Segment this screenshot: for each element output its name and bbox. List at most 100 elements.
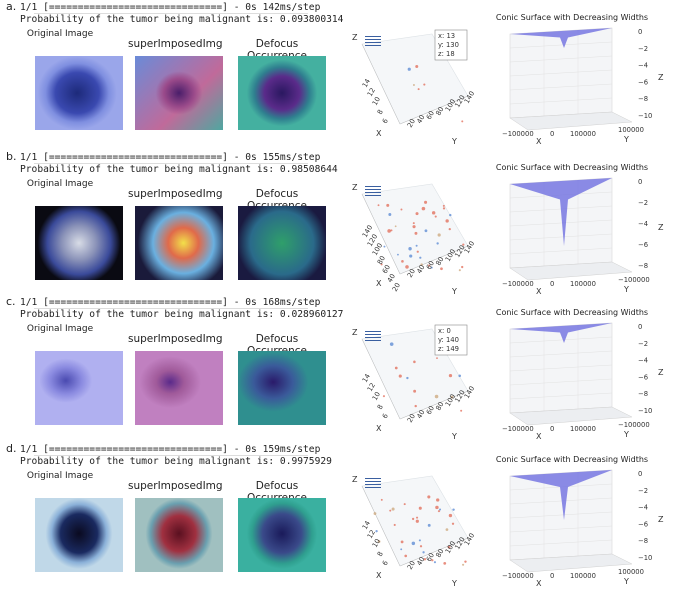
cone-surface: [510, 178, 612, 246]
y-axis-label: Y: [451, 137, 457, 146]
scatter-point: [461, 265, 464, 269]
scatter-point: [377, 540, 381, 543]
scatter-point: [464, 560, 467, 563]
scatter-point: [393, 523, 396, 527]
cone-z-tick: −4: [638, 220, 648, 228]
cone-x-tick: 100000: [570, 425, 596, 433]
scatter-left-tick: 14: [361, 520, 372, 531]
scatter-point: [394, 366, 398, 370]
cone-x-tick: 0: [550, 280, 554, 288]
scatter-point: [419, 545, 423, 548]
cone-y-label: Y: [623, 135, 629, 144]
cell-separator: [34, 308, 308, 309]
cone-x-label: X: [536, 432, 542, 439]
scatter-left-tick: 12: [366, 87, 377, 98]
scatter-point: [434, 215, 437, 218]
svg-text:x: 0: x: 0: [438, 327, 451, 335]
superimposed-image: [135, 351, 223, 425]
cone-z-label: Z: [658, 515, 664, 524]
result-panel-1: a. 1/1 [==============================] …: [0, 0, 673, 146]
scatter-point: [462, 563, 465, 566]
panel-letter: b.: [6, 150, 17, 163]
cone-z-tick: −6: [638, 241, 648, 249]
x-axis-label: X: [376, 279, 382, 288]
scatter-point: [413, 389, 417, 393]
scatter-point: [412, 225, 416, 229]
scatter-point: [394, 225, 397, 228]
scatter-point: [437, 510, 441, 513]
panel-letter: a.: [6, 0, 17, 13]
scatter-point: [414, 231, 418, 235]
scatter-point: [419, 256, 422, 259]
progress-line: 1/1 [==============================] - 0…: [20, 297, 321, 308]
superimposed-image: [135, 498, 223, 572]
scatter-bottom-tick: 80: [434, 401, 445, 412]
scatter-point: [422, 551, 425, 554]
scatter-point: [449, 213, 452, 217]
label-original-image: Original Image: [26, 29, 94, 39]
scatter-left-tick: 10: [371, 538, 382, 549]
scatter-point: [416, 516, 419, 519]
cone-x-label: X: [536, 579, 542, 586]
scatter-point: [415, 519, 419, 523]
scatter-point: [452, 508, 455, 511]
cone-3d-plot[interactable]: 0 −2 −4 −6 −8 −10 Z −100000 0 100000 100000 X Y: [500, 24, 670, 144]
cone-z-tick: −8: [638, 262, 648, 270]
scatter-point: [390, 229, 393, 232]
cone-3d-plot[interactable]: 0 −2 −4 −6 −8 −10 Z −100000 0 100000 100000 X Y: [500, 466, 670, 586]
scatter-left-tick: 20: [391, 282, 402, 293]
scatter-left-tick: 40: [386, 273, 397, 284]
cone-x-label: X: [536, 287, 542, 294]
scatter-point: [411, 517, 415, 521]
x-axis-label: X: [376, 571, 382, 580]
cone-x-tick: −100000: [502, 280, 534, 288]
scatter-left-tick: 10: [371, 391, 382, 402]
cone-z-label: Z: [658, 223, 664, 232]
scatter-bottom-tick: 40: [415, 556, 426, 567]
scatter-point: [412, 222, 415, 225]
cell-separator: [34, 13, 308, 14]
cone-title: Conic Surface with Decreasing Widths: [495, 308, 649, 317]
scatter-point: [405, 265, 409, 269]
scatter-left-tick: 6: [381, 117, 390, 125]
scatter-point: [375, 530, 378, 533]
cone-x-ticks: −100000 0 100000: [502, 280, 596, 288]
scatter-point: [404, 554, 408, 558]
label-original-image: Original Image: [26, 324, 94, 334]
scatter-point: [415, 212, 419, 216]
cone-3d-plot[interactable]: 0−2−4−6−8−10 Z −100000 0 100000 −100000 X …: [500, 319, 670, 439]
original-image: [35, 206, 123, 280]
cone-z-tick: −10: [638, 554, 652, 562]
cone-z-label: Z: [658, 73, 664, 82]
result-panel-2: b. 1/1 [==============================] …: [0, 150, 673, 296]
scatter-left-tick: 12: [366, 382, 377, 393]
cone-y-label: Y: [623, 430, 629, 439]
scatter-bottom-tick: 20: [406, 560, 417, 571]
label-original-image: Original Image: [26, 471, 94, 481]
scatter-bottom-tick: 60: [425, 260, 436, 271]
original-image: [35, 351, 123, 425]
probability-line: Probability of the tumor being malignant…: [20, 164, 338, 175]
cone-x-tick: 100000: [570, 280, 596, 288]
svg-text:z: 149: z: 149: [438, 345, 459, 353]
scatter-point: [431, 211, 436, 215]
cone-surface: [510, 323, 612, 343]
scatter-bottom-tick: 40: [415, 409, 426, 420]
cone-z-ticks: 0 −2 −4 −6 −8: [638, 178, 648, 270]
cone-z-tick: −6: [638, 520, 648, 528]
scatter-point: [421, 206, 426, 211]
scatter-point: [448, 228, 451, 231]
scatter-point: [420, 263, 423, 266]
z-axis-ticks: [365, 478, 381, 488]
scatter-point: [442, 204, 445, 207]
cone-x-ticks: −100000 0 100000: [502, 572, 596, 580]
cone-3d-plot[interactable]: 0 −2 −4 −6 −8 Z −100000 0 100000 −100000 X Y: [500, 174, 670, 294]
cone-y-tick: −100000: [618, 276, 650, 284]
defocus-image: [238, 206, 326, 280]
